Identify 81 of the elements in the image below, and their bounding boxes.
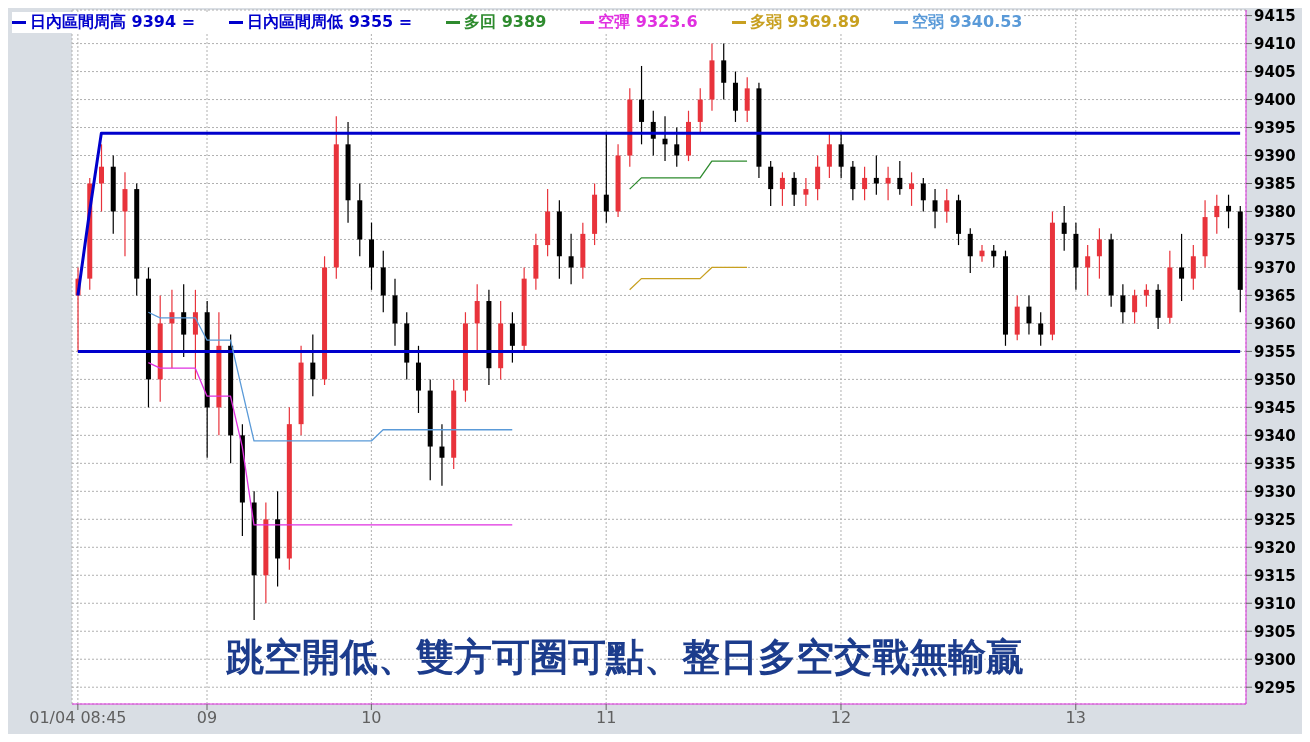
- candlestick: [1038, 311, 1044, 347]
- candlestick: [779, 171, 785, 207]
- y-tick-label: 9355: [1254, 342, 1296, 361]
- y-tick-label: 9300: [1254, 650, 1296, 669]
- candlestick: [1132, 289, 1138, 325]
- candlestick: [439, 423, 445, 487]
- y-tick-label: 9365: [1254, 286, 1296, 305]
- candlestick: [474, 283, 480, 352]
- y-tick-label: 9410: [1254, 34, 1296, 53]
- y-tick-label: 9370: [1254, 258, 1296, 277]
- candlestick: [568, 233, 574, 285]
- candlestick: [1085, 244, 1091, 297]
- x-tick-label: 11: [595, 708, 617, 728]
- candlestick: [1096, 227, 1102, 280]
- y-tick-label: 9360: [1254, 314, 1296, 333]
- candlestick: [967, 227, 973, 274]
- candlestick: [509, 311, 515, 364]
- candlestick: [944, 188, 950, 224]
- candlestick: [99, 143, 104, 213]
- y-tick-label: 9390: [1254, 146, 1296, 165]
- y-tick-label: 9415: [1254, 6, 1296, 25]
- candlestick: [697, 87, 703, 134]
- candlestick: [768, 160, 774, 207]
- line-series: [147, 361, 513, 526]
- candlestick: [826, 132, 832, 179]
- legend-label: 日內區間周低 9355 =: [247, 12, 413, 33]
- candlestick: [1179, 233, 1185, 302]
- x-tick-label: 10: [361, 708, 382, 728]
- candlestick: [122, 171, 128, 257]
- y-tick-label: 9345: [1254, 398, 1296, 417]
- candlestick: [815, 154, 821, 201]
- candlestick: [920, 177, 926, 213]
- line-series: [147, 311, 513, 442]
- candlestick: [897, 160, 903, 196]
- candlestick: [838, 132, 844, 179]
- y-tick-label: 9310: [1254, 594, 1296, 613]
- y-tick-label: 9375: [1254, 230, 1296, 249]
- candlestick: [1120, 283, 1126, 325]
- legend-label: 多弱 9369.89: [749, 12, 861, 33]
- legend-label: 空弱 9340.53: [912, 12, 1023, 33]
- candlestick: [885, 166, 891, 201]
- x-tick-label: 01/04 08:45: [29, 708, 127, 728]
- candlestick: [744, 76, 750, 123]
- candlestick: [1026, 294, 1032, 336]
- y-tick-label: 9305: [1254, 622, 1296, 641]
- candlestick: [310, 334, 316, 397]
- y-tick-label: 9335: [1254, 454, 1296, 473]
- candlestick: [721, 42, 727, 101]
- candlestick: [803, 177, 809, 207]
- x-tick-label: 12: [830, 708, 852, 728]
- candlestick: [932, 188, 938, 229]
- candlestick: [1214, 194, 1220, 235]
- x-tick-label: 09: [196, 708, 218, 728]
- candlestick: [639, 65, 645, 145]
- candlestick: [850, 160, 856, 201]
- y-tick-label: 9350: [1254, 370, 1296, 389]
- candlestick: [791, 171, 797, 207]
- y-tick-label: 9385: [1254, 174, 1296, 193]
- candlestick: [603, 132, 609, 224]
- candlestick: [1061, 205, 1067, 252]
- legend-label: 多回 9389: [464, 12, 547, 33]
- y-tick-label: 9400: [1254, 90, 1296, 109]
- candlestick: [674, 126, 680, 168]
- y-tick-label: 9395: [1254, 118, 1296, 137]
- candlestick: [1190, 244, 1196, 291]
- y-tick-label: 9340: [1254, 426, 1296, 445]
- y-tick-label: 9325: [1254, 510, 1296, 529]
- y-tick-label: 9315: [1254, 566, 1296, 585]
- legend-label: 空彈 9323.6: [598, 12, 698, 33]
- candlestick: [873, 154, 879, 196]
- candlestick: [192, 289, 198, 380]
- legend-label: 日內區間周高 9394 =: [30, 12, 196, 33]
- y-tick-label: 9405: [1254, 62, 1296, 81]
- y-tick-label: 9380: [1254, 202, 1296, 221]
- x-tick-label: 13: [1065, 708, 1086, 728]
- y-tick-label: 9295: [1254, 678, 1296, 697]
- y-tick-label: 9330: [1254, 482, 1296, 501]
- annotation: 跳空開低、雙方可圈可點、整日多空交戰無輸贏: [225, 634, 1025, 681]
- candlestick: [181, 283, 187, 358]
- y-tick-label: 9320: [1254, 538, 1296, 557]
- candlestick: [862, 166, 868, 201]
